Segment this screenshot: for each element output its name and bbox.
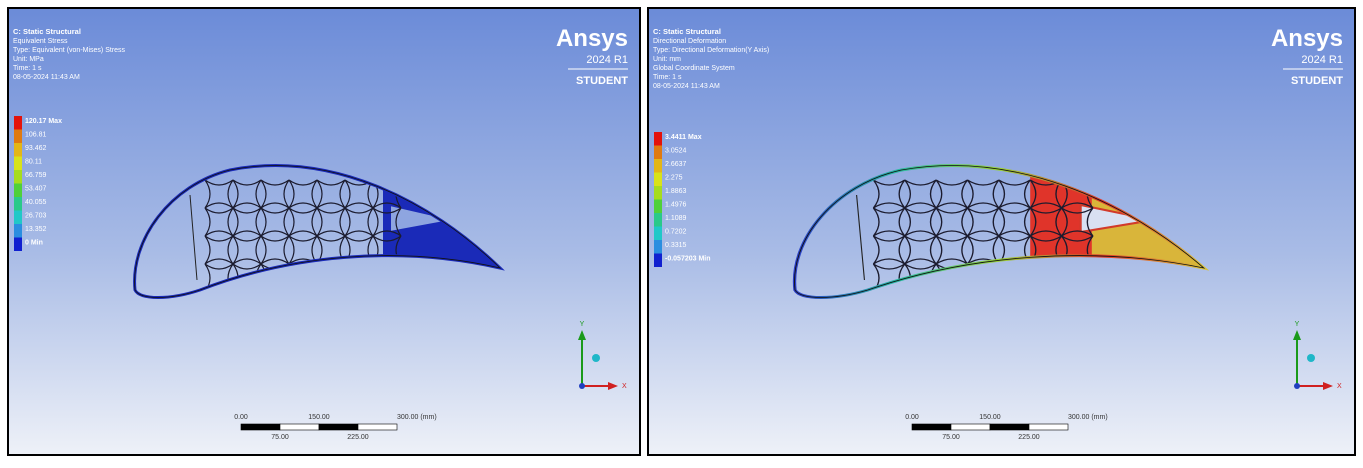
scale-label: 150.00	[979, 414, 1001, 421]
legend-label: 106.81	[25, 131, 47, 138]
viewport	[8, 8, 640, 455]
legend-swatch	[14, 224, 22, 238]
legend-swatch	[654, 227, 662, 241]
scale-segment	[319, 424, 358, 430]
legend-label: 3.4411 Max	[665, 134, 702, 141]
axis-x-label: X	[622, 383, 627, 390]
axis-y-label: Y	[1295, 321, 1300, 328]
legend-label: 2.6637	[665, 161, 687, 168]
scale-segment	[912, 424, 951, 430]
legend-label: 1.4976	[665, 201, 687, 208]
legend-swatch	[14, 143, 22, 157]
header-line: Equivalent Stress	[13, 38, 68, 45]
legend-label: 0 Min	[25, 239, 43, 246]
legend-label: 1.8863	[665, 188, 687, 195]
legend-label: 0.3315	[665, 242, 687, 249]
legend-swatch	[14, 157, 22, 171]
header-line: 08-05-2024 11:43 AM	[653, 83, 720, 90]
scale-segment	[241, 424, 280, 430]
result-panel: C: Static Structural Equivalent Stress Typ…	[8, 8, 640, 455]
scale-segment	[1029, 424, 1068, 430]
legend-swatch	[654, 200, 662, 214]
header-line: Unit: MPa	[13, 56, 44, 63]
legend-swatch	[14, 170, 22, 184]
legend-label: 120.17 Max	[25, 118, 62, 125]
legend-label: 3.0524	[665, 147, 687, 154]
header-line: Unit: mm	[653, 56, 681, 63]
scale-label: 75.00	[942, 434, 960, 441]
legend-swatch	[654, 254, 662, 268]
header-line: Type: Directional Deformation(Y Axis)	[653, 47, 769, 54]
header-line: C: Static Structural	[13, 27, 81, 36]
axis-origin	[1294, 383, 1300, 389]
header-line: Time: 1 s	[13, 65, 42, 72]
scale-segment	[990, 424, 1029, 430]
scale-segment	[951, 424, 990, 430]
logo-version: 2024 R1	[586, 54, 628, 66]
logo-edition: STUDENT	[1291, 75, 1343, 87]
legend-label: 40.055	[25, 199, 47, 206]
axis-z	[1307, 354, 1315, 362]
scale-label: 0.00	[905, 414, 919, 421]
legend-swatch	[14, 197, 22, 211]
scale-segment	[280, 424, 319, 430]
scale-label: 225.00	[347, 434, 369, 441]
legend-label: 66.759	[25, 172, 47, 179]
legend-label: 1.1089	[665, 215, 687, 222]
legend-swatch	[654, 159, 662, 173]
result-panel: C: Static Structural Directional Deformat…	[648, 8, 1355, 455]
header-line: Directional Deformation	[653, 38, 726, 45]
legend-label: 93.462	[25, 145, 47, 152]
legend-label: -0.057203 Min	[665, 255, 711, 262]
header-line: C: Static Structural	[653, 27, 721, 36]
scale-label: 300.00 (mm)	[397, 414, 437, 421]
legend-label: 26.703	[25, 212, 47, 219]
axis-z	[592, 354, 600, 362]
header-line: Time: 1 s	[653, 74, 682, 81]
scale-label: 75.00	[271, 434, 289, 441]
legend-swatch	[14, 238, 22, 252]
scale-label: 300.00 (mm)	[1068, 414, 1108, 421]
screenshot: C: Static Structural Equivalent Stress Typ…	[0, 0, 1363, 463]
legend-label: 53.407	[25, 185, 47, 192]
legend-swatch	[14, 116, 22, 130]
logo-edition: STUDENT	[576, 75, 628, 87]
legend-swatch	[654, 240, 662, 254]
legend-label: 2.275	[665, 174, 683, 181]
legend-label: 0.7202	[665, 228, 687, 235]
legend-label: 80.11	[25, 158, 42, 165]
legend-label: 13.352	[25, 226, 47, 233]
legend-swatch	[14, 211, 22, 225]
axis-y-label: Y	[580, 321, 585, 328]
legend-swatch	[654, 132, 662, 146]
legend-swatch	[654, 186, 662, 200]
axis-x-label: X	[1337, 383, 1342, 390]
legend-swatch	[654, 146, 662, 160]
axis-origin	[579, 383, 585, 389]
legend-swatch	[654, 213, 662, 227]
legend-swatch	[14, 130, 22, 144]
logo-version: 2024 R1	[1301, 54, 1343, 66]
legend-swatch	[654, 173, 662, 187]
header-line: 08-05-2024 11:43 AM	[13, 74, 80, 81]
header-line: Type: Equivalent (von-Mises) Stress	[13, 47, 126, 54]
header-line: Global Coordinate System	[653, 65, 735, 72]
scale-segment	[358, 424, 397, 430]
legend-swatch	[14, 184, 22, 198]
scale-label: 225.00	[1018, 434, 1040, 441]
logo-brand: Ansys	[556, 25, 628, 52]
logo-brand: Ansys	[1271, 25, 1343, 52]
scale-label: 150.00	[308, 414, 330, 421]
scale-label: 0.00	[234, 414, 248, 421]
